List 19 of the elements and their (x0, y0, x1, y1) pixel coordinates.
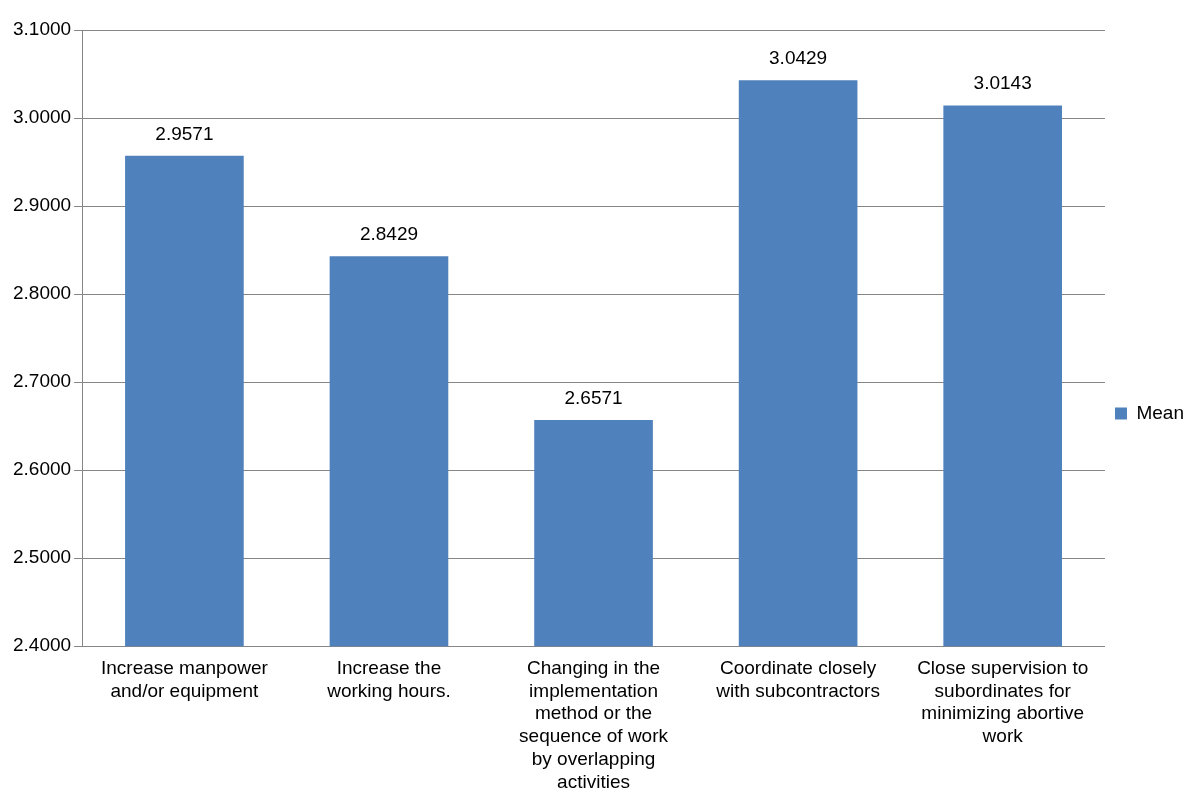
y-tick-label: 2.8000 (12, 282, 72, 304)
x-tick-label: Changing in the implementation method or the sequence of work by overlapping activities (519, 656, 669, 792)
y-tick-label: 2.5000 (12, 546, 72, 568)
y-tick-label: 2.6000 (12, 458, 72, 480)
y-tick-label: 2.7000 (12, 370, 72, 392)
data-label: 3.0143 (973, 72, 1032, 94)
legend-label: Mean (1136, 401, 1184, 423)
y-tick-label: 2.4000 (12, 634, 72, 656)
data-label: 2.6571 (564, 386, 623, 408)
data-label: 2.8429 (359, 223, 419, 245)
x-tick-label: Increase manpower and/or equipment (100, 656, 269, 701)
x-tick-label: Coordinate closely with subcontractors (715, 656, 880, 701)
data-label: 3.0429 (769, 47, 828, 68)
y-tick-label: 3.0000 (12, 106, 72, 128)
data-label: 2.9571 (155, 122, 214, 144)
y-tick-label: 3.1000 (12, 18, 72, 40)
x-tick-label: Close supervision to subordinates for minimizing abortive work (917, 656, 1089, 747)
y-tick-label: 2.9000 (12, 194, 72, 216)
x-tick-label: Increase the working hours. (326, 656, 451, 701)
